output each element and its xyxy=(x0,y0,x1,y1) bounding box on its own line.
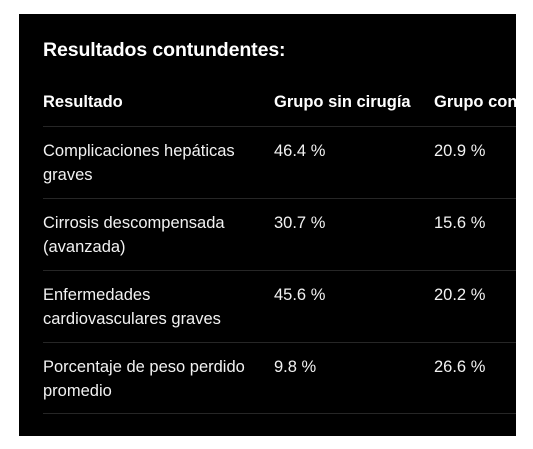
table-cell-surgery: 26.6 % xyxy=(434,358,486,376)
table-cell-outcome: Enfermedades cardiovasculares graves xyxy=(43,286,221,328)
table-cell-surgery: 20.2 % xyxy=(434,286,486,304)
table-cell-surgery: 20.9 % xyxy=(434,142,486,160)
row-divider xyxy=(43,198,516,199)
table-cell-no-surgery: 9.8 % xyxy=(274,358,317,376)
results-panel: Resultados contundentes: Resultado Grupo… xyxy=(19,14,516,436)
table-cell-surgery: 15.6 % xyxy=(434,214,486,232)
table-cell-no-surgery: 30.7 % xyxy=(274,214,326,232)
row-divider xyxy=(43,413,516,414)
section-title: Resultados contundentes: xyxy=(43,39,286,61)
header-divider xyxy=(43,126,516,127)
header-resultado: Resultado xyxy=(43,93,123,111)
table-cell-outcome: Complicaciones hepáticas graves xyxy=(43,142,235,184)
header-grupo-con-cirugia: Grupo con cirugía bariátrica xyxy=(434,93,516,111)
row-divider xyxy=(43,342,516,343)
header-grupo-sin-cirugia: Grupo sin cirugía xyxy=(274,93,411,111)
table-cell-outcome: Porcentaje de peso perdido promedio xyxy=(43,358,245,400)
row-divider xyxy=(43,270,516,271)
table-cell-no-surgery: 46.4 % xyxy=(274,142,326,160)
table-cell-outcome: Cirrosis descompensada (avanzada) xyxy=(43,214,225,256)
table-cell-no-surgery: 45.6 % xyxy=(274,286,326,304)
